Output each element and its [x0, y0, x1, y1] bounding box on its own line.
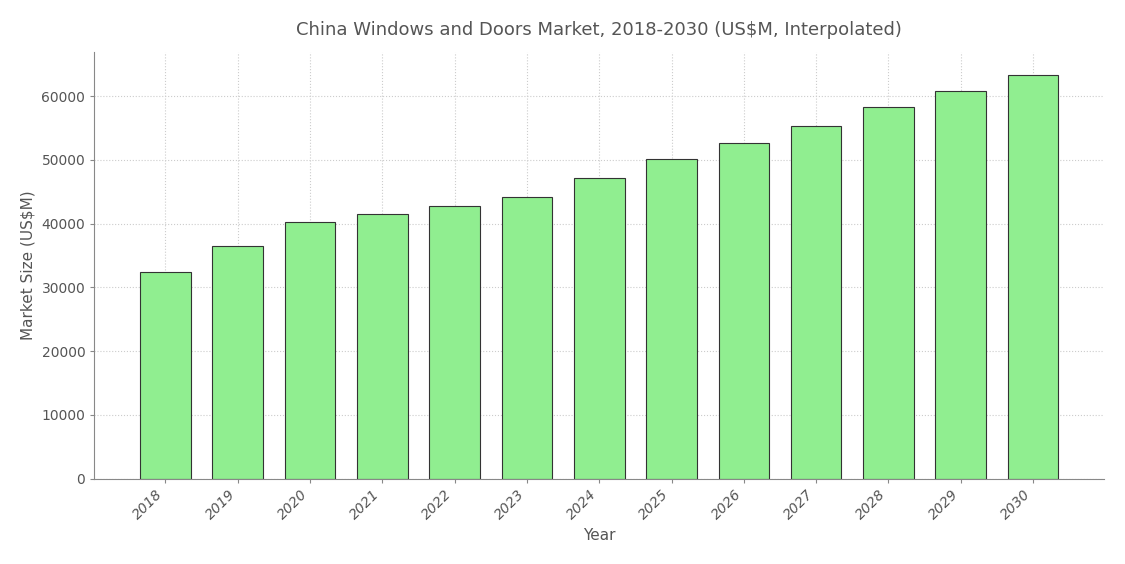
Bar	[574, 178, 624, 479]
Bar	[213, 246, 263, 479]
X-axis label: Year: Year	[583, 528, 615, 543]
Bar	[863, 107, 914, 479]
Bar	[285, 222, 335, 479]
Bar	[935, 91, 986, 479]
Title: China Windows and Doors Market, 2018-2030 (US$M, Interpolated): China Windows and Doors Market, 2018-203…	[296, 21, 902, 39]
Y-axis label: Market Size (US$M): Market Size (US$M)	[21, 190, 36, 340]
Bar	[430, 206, 480, 479]
Bar	[791, 126, 842, 479]
Bar	[1008, 75, 1059, 479]
Bar	[502, 197, 552, 479]
Bar	[141, 272, 191, 479]
Bar	[646, 158, 696, 479]
Bar	[357, 214, 407, 479]
Bar	[719, 143, 770, 479]
